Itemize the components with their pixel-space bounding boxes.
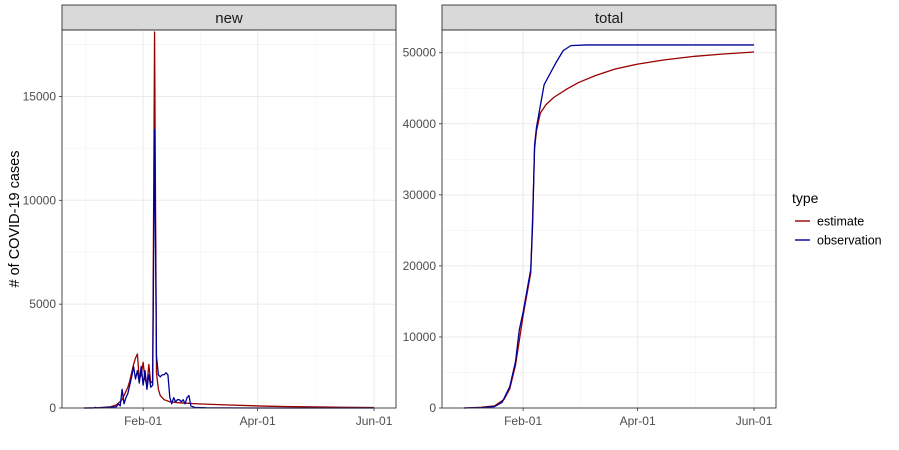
y-tick-label: 50000 [403,46,437,60]
series-line-observation-new [83,129,375,409]
y-axis-title: # of COVID-19 cases [7,151,23,288]
x-tick-label: Jun-01 [356,414,393,428]
panel-border-total [441,29,777,409]
y-tick-label: 10000 [403,330,437,344]
facet-strip-total [441,4,777,31]
series-line-estimate-total [463,51,755,409]
panel-border-new [61,29,397,409]
x-tick-label: Apr-01 [240,414,276,428]
y-tick-label: 30000 [403,188,437,202]
series-line-estimate-new [83,31,375,409]
y-tick-label: 0 [429,401,436,415]
legend-label-observation: observation [817,234,882,248]
y-tick-label: 40000 [403,117,437,131]
x-tick-label: Feb-01 [504,414,542,428]
y-tick-label: 0 [49,401,56,415]
facet-title-new: new [215,10,243,27]
y-tick-label: 5000 [29,297,56,311]
x-tick-label: Apr-01 [620,414,656,428]
series-line-observation-total [463,44,755,409]
y-tick-label: 15000 [23,89,57,103]
x-tick-label: Feb-01 [124,414,162,428]
y-tick-label: 10000 [23,193,57,207]
x-tick-label: Jun-01 [736,414,773,428]
legend-label-estimate: estimate [817,215,864,229]
legend-title: type [792,190,819,206]
y-tick-label: 20000 [403,259,437,273]
facet-title-total: total [595,10,623,27]
facet-strip-new [61,4,397,31]
